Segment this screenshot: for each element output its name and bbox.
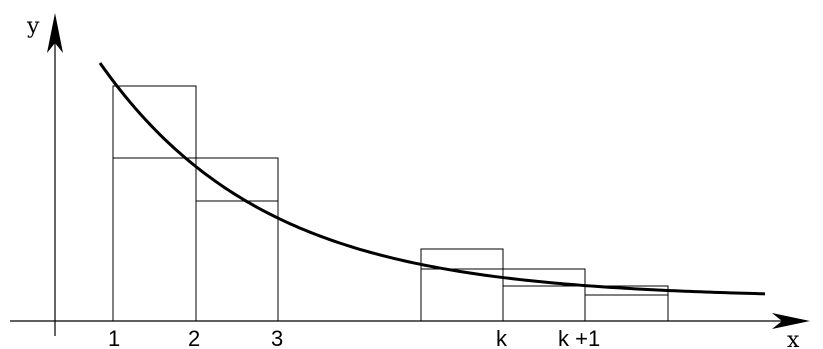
y-axis-arrowhead [47,13,63,53]
extra-rect-k-plus-1 [584,294,669,322]
tick-label-k-plus-1: k +1 [558,326,600,349]
y-axis-label: y [26,14,40,39]
x-axis-arrowhead [772,313,810,329]
decreasing-function-curve [98,62,766,296]
tick-label-ellipsis: ... [357,332,375,349]
upper-rect-k [502,268,586,322]
tick-label-2: 2 [188,326,200,349]
lower-rect-1 [112,157,197,322]
upper-rect-1 [112,85,197,322]
x-axis-label: x [787,328,800,349]
tick-label-1: 1 [108,326,120,349]
tick-label-k: k [496,326,508,349]
lower-rect-k [502,285,586,322]
upper-rect-2 [195,157,279,322]
upper-rect-k-minus-1 [420,248,504,322]
tick-label-3: 3 [271,326,283,349]
lower-rect-2 [195,200,279,322]
